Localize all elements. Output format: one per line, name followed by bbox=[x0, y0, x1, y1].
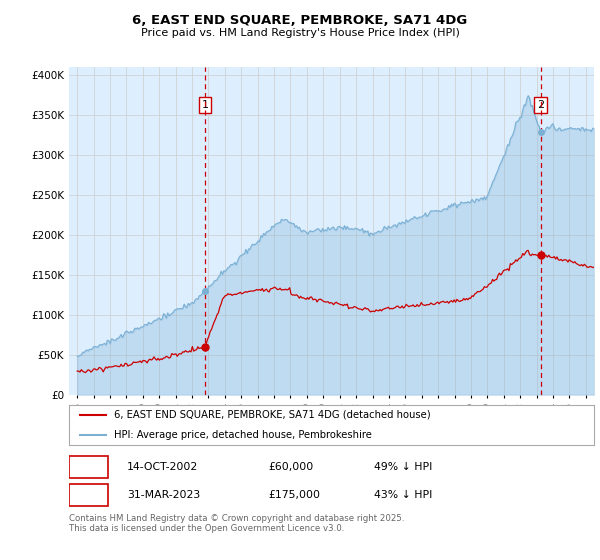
Text: Price paid vs. HM Land Registry's House Price Index (HPI): Price paid vs. HM Land Registry's House … bbox=[140, 28, 460, 38]
Text: £175,000: £175,000 bbox=[269, 490, 320, 500]
Text: 43% ↓ HPI: 43% ↓ HPI bbox=[373, 490, 432, 500]
Text: 14-OCT-2002: 14-OCT-2002 bbox=[127, 461, 198, 472]
Text: 1: 1 bbox=[85, 460, 93, 473]
Text: 6, EAST END SQUARE, PEMBROKE, SA71 4DG: 6, EAST END SQUARE, PEMBROKE, SA71 4DG bbox=[133, 14, 467, 27]
Text: 2: 2 bbox=[85, 488, 93, 501]
Text: £60,000: £60,000 bbox=[269, 461, 314, 472]
FancyBboxPatch shape bbox=[69, 484, 109, 506]
Text: 2: 2 bbox=[537, 100, 544, 110]
FancyBboxPatch shape bbox=[69, 455, 109, 478]
Text: 1: 1 bbox=[202, 100, 209, 110]
Text: 49% ↓ HPI: 49% ↓ HPI bbox=[373, 461, 432, 472]
Text: HPI: Average price, detached house, Pembrokeshire: HPI: Average price, detached house, Pemb… bbox=[113, 430, 371, 440]
Text: Contains HM Land Registry data © Crown copyright and database right 2025.
This d: Contains HM Land Registry data © Crown c… bbox=[69, 514, 404, 534]
Text: 31-MAR-2023: 31-MAR-2023 bbox=[127, 490, 200, 500]
Text: 6, EAST END SQUARE, PEMBROKE, SA71 4DG (detached house): 6, EAST END SQUARE, PEMBROKE, SA71 4DG (… bbox=[113, 410, 430, 420]
